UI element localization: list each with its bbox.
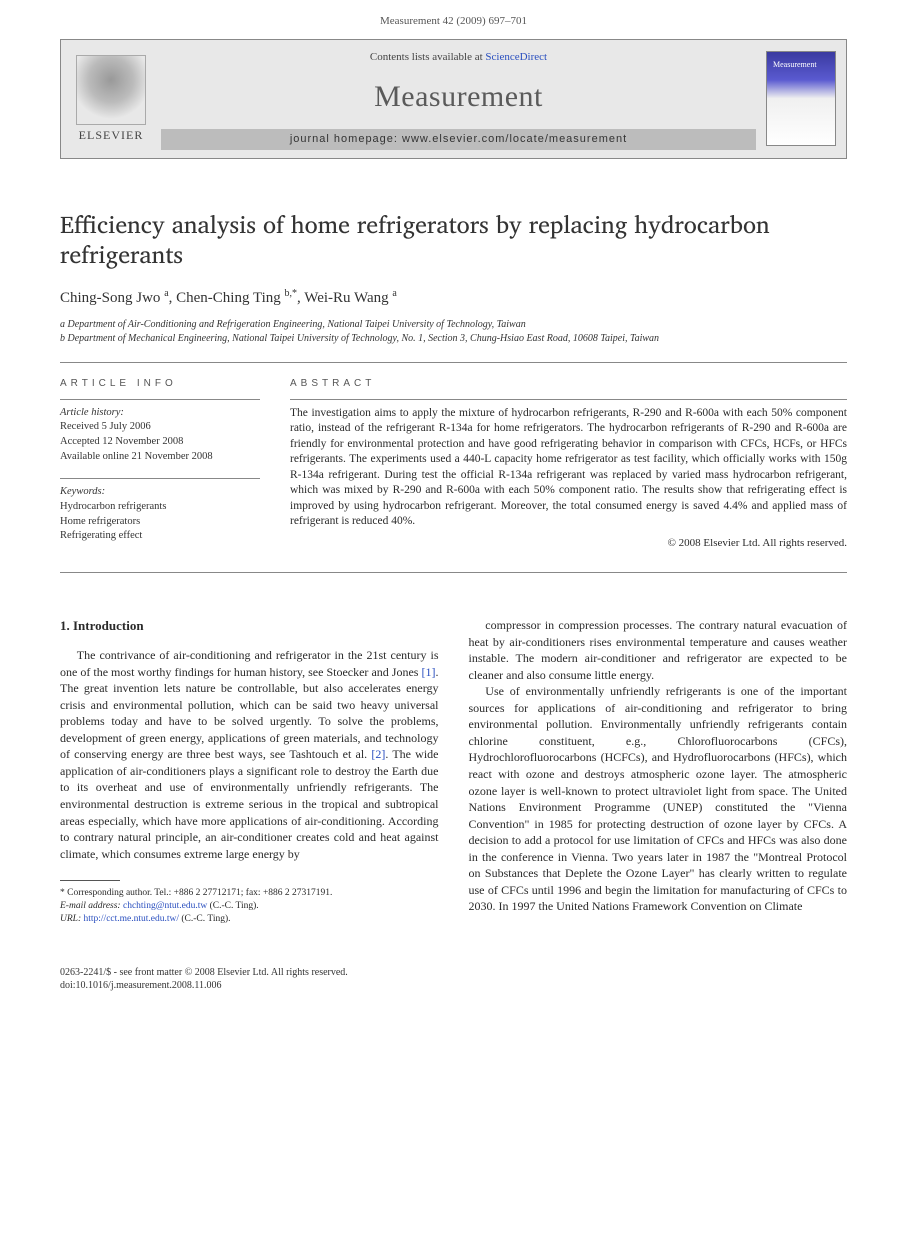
abstract-copyright: © 2008 Elsevier Ltd. All rights reserved… (290, 536, 847, 551)
journal-banner: ELSEVIER Contents lists available at Sci… (60, 39, 847, 159)
history-item: Available online 21 November 2008 (60, 451, 213, 462)
abstract: ABSTRACT The investigation aims to apply… (290, 377, 847, 558)
journal-homepage: journal homepage: www.elsevier.com/locat… (161, 129, 756, 150)
affiliation: a Department of Air-Conditioning and Ref… (60, 318, 847, 332)
keyword: Home refrigerators (60, 516, 140, 527)
author: Ching-Song Jwo a (60, 290, 169, 306)
affiliation: b Department of Mechanical Engineering, … (60, 332, 847, 346)
body-text: 1. Introduction The contrivance of air-c… (60, 617, 847, 925)
keywords: Keywords: Hydrocarbon refrigerants Home … (60, 485, 260, 544)
elsevier-tree-icon (76, 55, 146, 125)
running-header: Measurement 42 (2009) 697–701 (0, 0, 907, 39)
history-label: Article history: (60, 407, 124, 418)
keyword: Refrigerating effect (60, 530, 142, 541)
keywords-label: Keywords: (60, 486, 105, 497)
history-item: Accepted 12 November 2008 (60, 436, 183, 447)
author-list: Ching-Song Jwo a, Chen-Ching Ting b,*, W… (60, 287, 847, 308)
banner-center: Contents lists available at ScienceDirec… (161, 40, 756, 158)
citation-link[interactable]: [1] (422, 665, 436, 679)
keyword: Hydrocarbon refrigerants (60, 501, 166, 512)
article-content: Efficiency analysis of home refrigerator… (0, 159, 907, 956)
article-title: Efficiency analysis of home refrigerator… (60, 209, 847, 269)
contents-available: Contents lists available at ScienceDirec… (370, 50, 547, 65)
abstract-text: The investigation aims to apply the mixt… (290, 406, 847, 530)
section-heading: 1. Introduction (60, 617, 439, 635)
url-link[interactable]: http://cct.me.ntut.edu.tw/ (84, 914, 180, 924)
paragraph: Use of environmentally unfriendly refrig… (469, 683, 848, 915)
paragraph: compressor in compression processes. The… (469, 617, 848, 683)
citation-link[interactable]: [2] (371, 747, 385, 761)
author: Chen-Ching Ting b,* (176, 290, 297, 306)
journal-title: Measurement (374, 77, 543, 118)
author: Wei-Ru Wang a (304, 290, 397, 306)
rule (60, 399, 260, 400)
page-footer: 0263-2241/$ - see front matter © 2008 El… (0, 956, 907, 1012)
footer-copyright: 0263-2241/$ - see front matter © 2008 El… (60, 966, 847, 979)
publisher-block: ELSEVIER (61, 40, 161, 158)
article-history: Article history: Received 5 July 2006 Ac… (60, 406, 260, 465)
meta-abstract-row: ARTICLE INFO Article history: Received 5… (60, 377, 847, 558)
cover-block (756, 40, 846, 158)
footer-doi: doi:10.1016/j.measurement.2008.11.006 (60, 979, 847, 992)
footnote-rule (60, 880, 120, 881)
history-item: Received 5 July 2006 (60, 421, 151, 432)
citation: Measurement 42 (2009) 697–701 (380, 15, 527, 27)
publisher-name: ELSEVIER (61, 127, 161, 143)
sciencedirect-link[interactable]: ScienceDirect (485, 51, 547, 63)
abstract-label: ABSTRACT (290, 377, 847, 391)
journal-cover-thumb (766, 51, 836, 146)
rule (60, 478, 260, 479)
affiliations: a Department of Air-Conditioning and Ref… (60, 318, 847, 346)
rule (290, 399, 847, 400)
paragraph: The contrivance of air-conditioning and … (60, 647, 439, 862)
corresponding-footnote: * Corresponding author. Tel.: +886 2 277… (60, 887, 439, 925)
rule (60, 362, 847, 363)
article-info-label: ARTICLE INFO (60, 377, 260, 391)
email-link[interactable]: chchting@ntut.edu.tw (123, 901, 207, 911)
rule (60, 572, 847, 573)
article-info: ARTICLE INFO Article history: Received 5… (60, 377, 260, 558)
